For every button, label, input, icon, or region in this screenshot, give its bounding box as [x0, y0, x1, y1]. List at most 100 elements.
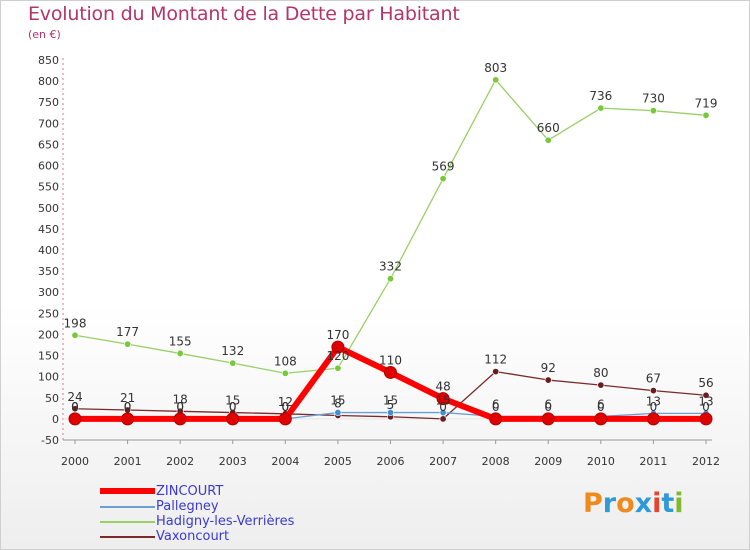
legend-label-zincourt: ZINCOURT: [156, 484, 224, 499]
legend-label-pallegney: Pallegney: [156, 499, 219, 514]
y-tick-label: 600: [38, 160, 59, 173]
y-tick-label: 50: [45, 392, 59, 405]
series-line-hadigny-les-verri-res: [74, 79, 707, 374]
data-point-zincourt: [594, 412, 608, 426]
data-label-zincourt: 0: [71, 400, 79, 414]
data-label-vaxoncourt: 21: [120, 391, 135, 405]
y-tick-label: 400: [38, 244, 59, 257]
y-tick-label: 100: [38, 371, 59, 384]
data-point-zincourt: [541, 412, 555, 426]
data-label-hadigny-les-verri-res: 177: [116, 325, 139, 339]
x-tick-label: 2002: [166, 455, 194, 468]
data-point-hadigny-les-verri-res: [386, 275, 394, 283]
data-point-hadigny-les-verri-res: [281, 369, 289, 377]
data-label-pallegney: 0: [282, 400, 290, 414]
y-tick-label: 200: [38, 328, 59, 341]
x-tick-label: 2001: [114, 455, 142, 468]
data-point-vaxoncourt: [439, 415, 447, 423]
data-point-hadigny-les-verri-res: [176, 349, 184, 357]
data-label-hadigny-les-verri-res: 120: [326, 349, 349, 363]
data-label-pallegney: 0: [124, 400, 132, 414]
data-point-hadigny-les-verri-res: [71, 331, 79, 339]
data-label-hadigny-les-verri-res: 132: [221, 344, 244, 358]
data-label-pallegney: 0: [71, 400, 79, 414]
logo-letter: P: [583, 488, 603, 519]
data-label-zincourt: 170: [326, 328, 349, 342]
data-label-zincourt: 0: [124, 400, 132, 414]
y-tick-label: 500: [38, 202, 59, 215]
data-label-pallegney: 6: [544, 397, 552, 411]
data-label-vaxoncourt: 24: [67, 390, 82, 404]
data-point-vaxoncourt: [597, 381, 605, 389]
data-point-hadigny-les-verri-res: [544, 136, 552, 144]
y-tick-label: 300: [38, 286, 59, 299]
logo-letter: r: [602, 488, 617, 519]
data-label-hadigny-les-verri-res: 730: [642, 92, 665, 106]
data-point-hadigny-les-verri-res: [492, 76, 500, 84]
data-point-zincourt: [278, 412, 292, 426]
data-point-hadigny-les-verri-res: [702, 111, 710, 119]
data-label-pallegney: 15: [330, 394, 345, 408]
legend-swatch-zincourt: [100, 488, 155, 494]
data-point-zincourt: [646, 412, 660, 426]
data-label-zincourt: 110: [379, 353, 402, 367]
legend-swatch-vaxoncourt: [100, 536, 155, 538]
data-point-hadigny-les-verri-res: [334, 364, 342, 372]
y-tick-label: 450: [38, 223, 59, 236]
y-tick-label: 150: [38, 350, 59, 363]
data-label-hadigny-les-verri-res: 332: [379, 260, 402, 274]
data-label-pallegney: 13: [698, 394, 713, 408]
y-tick-label: 350: [38, 265, 59, 278]
data-label-hadigny-les-verri-res: 719: [695, 96, 718, 110]
x-tick-label: 2000: [61, 455, 89, 468]
logo-letter: i: [652, 488, 662, 519]
data-label-hadigny-les-verri-res: 569: [432, 160, 455, 174]
y-tick-label: 550: [38, 181, 59, 194]
data-label-pallegney: 13: [646, 394, 661, 408]
data-label-vaxoncourt: 92: [541, 361, 556, 375]
data-label-pallegney: 6: [597, 397, 605, 411]
data-point-pallegney: [386, 409, 394, 417]
data-label-zincourt: 0: [492, 400, 500, 414]
data-label-hadigny-les-verri-res: 660: [537, 121, 560, 135]
y-tick-label: 700: [38, 117, 59, 130]
x-tick-label: 2012: [692, 455, 720, 468]
data-point-zincourt: [121, 412, 135, 426]
data-label-vaxoncourt: 15: [225, 394, 240, 408]
x-tick-label: 2005: [324, 455, 352, 468]
data-point-vaxoncourt: [544, 376, 552, 384]
proxiti-logo: Proxiti: [583, 488, 684, 519]
data-label-zincourt: 48: [435, 380, 450, 394]
y-tick-label: -50: [41, 434, 59, 447]
x-tick-label: 2007: [429, 455, 457, 468]
data-label-pallegney: 6: [492, 397, 500, 411]
y-tick-label: 650: [38, 138, 59, 151]
data-label-hadigny-les-verri-res: 108: [274, 354, 297, 368]
data-point-pallegney: [334, 409, 342, 417]
data-label-vaxoncourt: 56: [698, 376, 713, 390]
data-point-hadigny-les-verri-res: [649, 107, 657, 115]
data-point-zincourt: [489, 412, 503, 426]
data-point-zincourt: [331, 340, 345, 354]
data-point-zincourt: [384, 365, 397, 379]
data-point-vaxoncourt: [649, 387, 657, 395]
data-label-pallegney: 15: [435, 394, 450, 408]
data-label-pallegney: 0: [176, 400, 184, 414]
x-tick-label: 2008: [482, 455, 510, 468]
data-label-zincourt: 0: [282, 400, 290, 414]
data-point-hadigny-les-verri-res: [439, 175, 447, 183]
data-label-hadigny-les-verri-res: 803: [484, 61, 507, 75]
data-label-zincourt: 0: [544, 400, 552, 414]
logo-letter: t: [661, 488, 675, 519]
logo-letter: i: [674, 488, 684, 519]
data-point-pallegney: [439, 409, 447, 417]
data-label-hadigny-les-verri-res: 736: [589, 89, 612, 103]
data-label-vaxoncourt: 112: [484, 353, 507, 367]
chart-title: Evolution du Montant de la Dette par Hab…: [28, 3, 460, 25]
data-label-hadigny-les-verri-res: 155: [169, 334, 192, 348]
data-label-pallegney: 0: [229, 400, 237, 414]
data-label-vaxoncourt: 0: [439, 400, 447, 414]
data-label-zincourt: 0: [597, 400, 605, 414]
x-tick-label: 2009: [534, 455, 562, 468]
